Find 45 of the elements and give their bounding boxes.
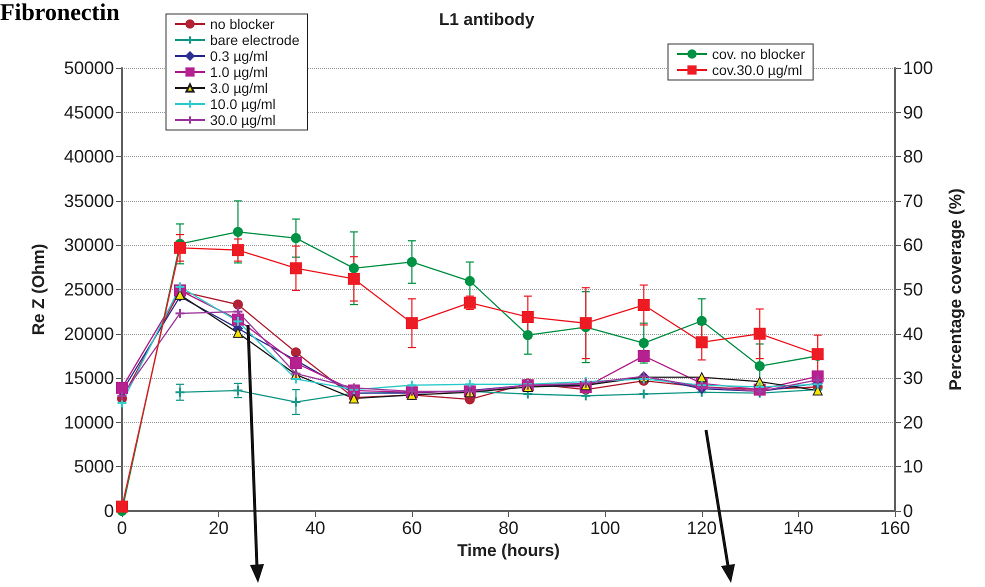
y2-axis-title: Percentage coverage (%) [946,188,965,391]
y2-tick-label: 90 [903,102,924,122]
x-tick-label: 160 [880,518,910,538]
y2-tick-label: 10 [903,456,924,477]
y-tick-label: 45000 [64,102,114,122]
y-tick-label: 40000 [64,146,114,167]
legend-label: cov. no blocker [712,46,806,62]
legend-label: no blocker [210,16,275,32]
y2-tick-label: 100 [903,58,934,78]
x-axis-title: Time (hours) [457,540,560,560]
y-tick-label: 50000 [64,58,114,78]
chart-title: L1 antibody [439,10,535,29]
legend-label: bare electrode [210,32,300,48]
y2-tick-label: 80 [903,146,924,167]
y-tick-label: 5000 [74,456,114,477]
y-tick-label: 30000 [64,235,114,256]
x-tick-label: 80 [498,518,519,538]
y-tick-label: 35000 [64,190,114,211]
x-tick-label: 40 [305,518,326,538]
y2-tick-label: 70 [903,190,924,211]
y2-tick-label: 40 [903,324,924,344]
x-tick-label: 140 [783,518,814,538]
legend-label: 10.0 µg/ml [210,96,276,112]
y2-tick-label: 50 [903,280,924,300]
legend-label: 1.0 µg/ml [210,64,268,80]
x-tick-label: 20 [208,518,229,538]
y-tick-label: 15000 [64,368,114,388]
legend-label: 0.3 µg/ml [210,48,268,64]
y-tick-label: 25000 [64,280,114,300]
x-tick-label: 100 [590,518,620,538]
legend-label: 30.0 µg/ml [210,112,276,128]
y2-tick-label: 0 [903,501,914,521]
text: Fibronectin [0,0,120,27]
y-tick-label: 0 [104,501,114,521]
x-tick-label: 0 [116,518,128,538]
x-tick-label: 120 [686,518,717,538]
y2-tick-label: 30 [903,368,924,388]
y-axis-title: Re Z (Ohm) [29,244,48,336]
legend-label: 3.0 µg/ml [210,80,268,96]
legend-label: cov.30.0 µg/ml [712,62,802,78]
y-tick-label: 20000 [64,324,114,344]
y2-tick-label: 20 [903,412,924,432]
y2-tick-label: 60 [903,235,924,256]
x-tick-label: 60 [402,518,422,538]
y-tick-label: 10000 [64,412,114,432]
